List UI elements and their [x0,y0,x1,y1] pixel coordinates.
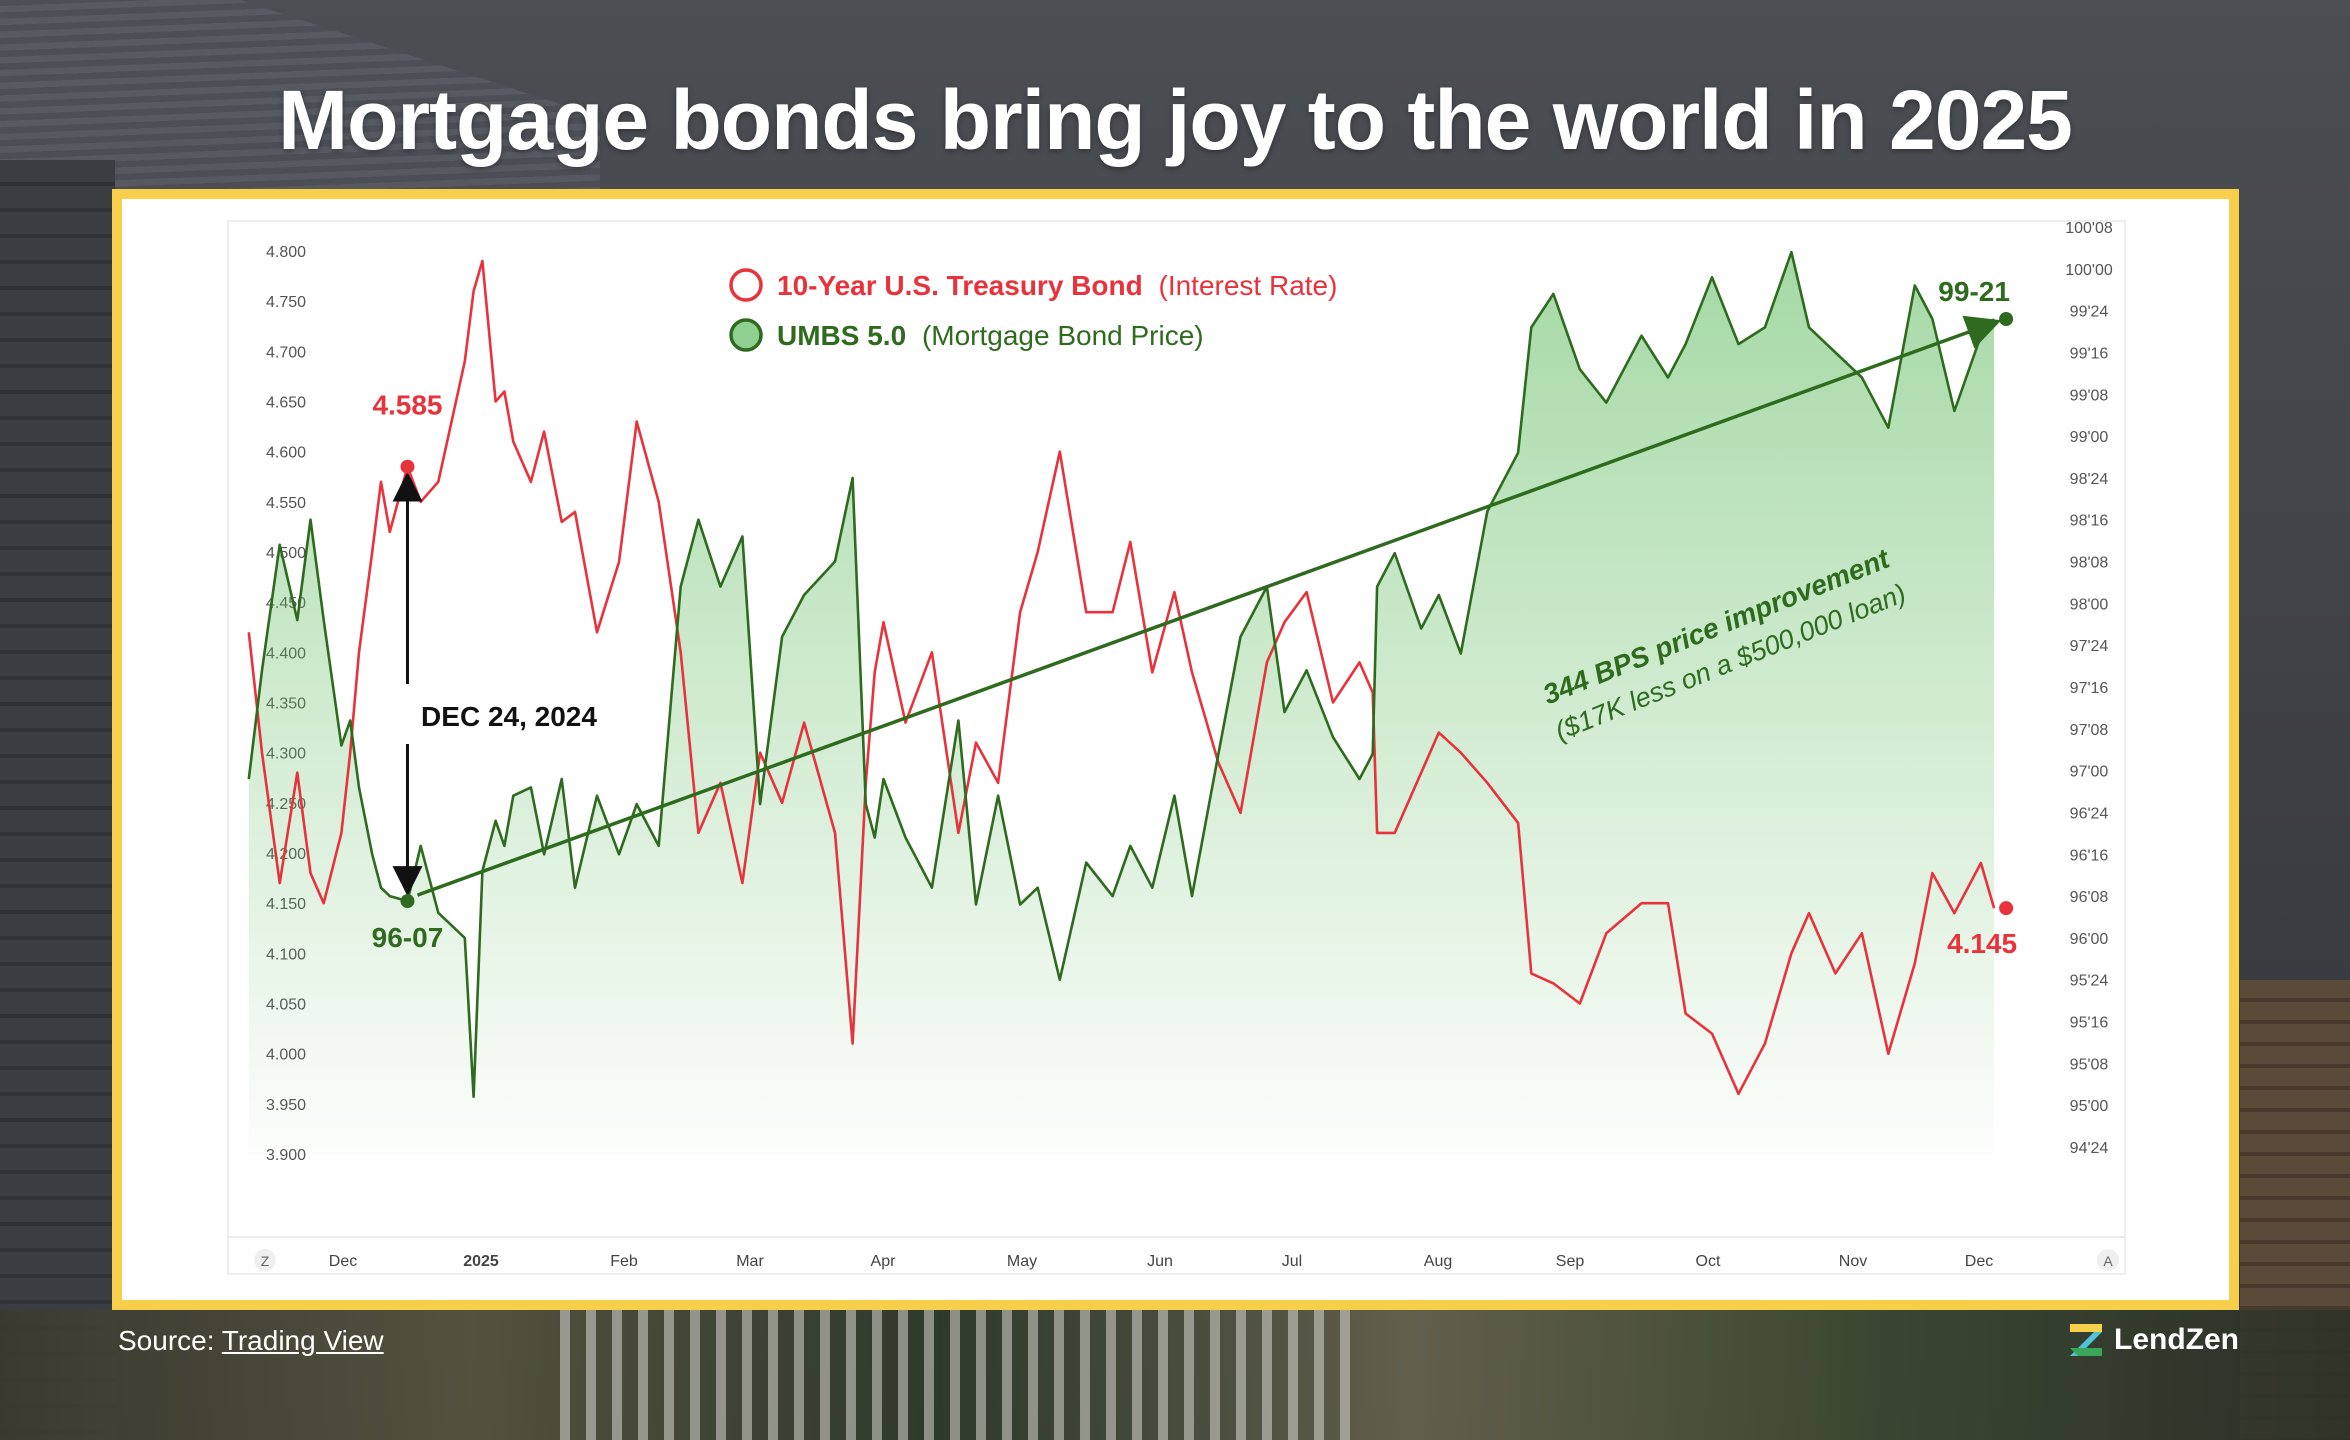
treasury-start-dot [400,459,415,474]
background-wall [0,160,115,1440]
x-tick-label: Dec [1965,1253,1993,1270]
legend-treasury-sub: (Interest Rate) [1159,270,1338,301]
right-tick-label: 97'24 [2070,638,2109,655]
right-tick-label: 98'00 [2070,596,2109,613]
umbs-area [248,252,1995,1155]
x-tick-label: May [1007,1253,1037,1270]
right-tick-label: 94'24 [2070,1140,2109,1157]
page-title: Mortgage bonds bring joy to the world in… [278,73,2073,167]
umbs-end-dot [1999,312,2014,326]
x-tick-label: Oct [1696,1253,1721,1270]
right-tick-label: 96'24 [2070,805,2109,822]
right-axis: 100'08 100'00 99'24 99'16 99'08 99'00 98'24 98'… [2065,220,2113,1157]
brand-logo: LendZen [2068,1322,2239,1358]
right-tick-label: 95'08 [2070,1056,2109,1073]
umbs-start-label: 96-07 [372,922,444,953]
x-tick-label: Dec [329,1253,357,1270]
source-credit: Source: Trading View [118,1325,384,1357]
legend-umbs-marker [729,318,763,352]
right-tick-label: 99'00 [2070,429,2109,446]
right-tick-label: 99'24 [2070,304,2109,321]
background-fence [560,1310,1360,1440]
x-tick-label: Jun [1147,1253,1173,1270]
x-tick-label: Nov [1839,1253,1867,1270]
right-tick-label: 95'00 [2070,1098,2109,1115]
right-tick-label: 99'16 [2070,345,2109,362]
treasury-end-dot [1999,901,2014,916]
right-tick-label: 100'00 [2065,262,2113,279]
legend-umbs-sub: (Mortgage Bond Price) [922,320,1204,351]
left-tick-label: 4.600 [266,445,306,462]
right-tick-label: 96'00 [2070,931,2109,948]
trend-arrow [416,315,2002,897]
left-tick-label: 4.550 [266,495,306,512]
brand-name: LendZen [2114,1323,2239,1356]
x-corner-badge [2097,1249,2119,1271]
x-tick-label: Aug [1424,1253,1452,1270]
x-corner-label: A [2103,1253,2113,1269]
right-tick-label: 100'08 [2065,220,2113,237]
x-corner-label: Z [261,1253,270,1269]
x-tick-label: Jul [1282,1253,1302,1270]
chart: 4.8004.7504.7004.6504.6004.5504.5004.450… [227,220,2126,1275]
right-tick-label: 98'08 [2070,555,2109,572]
right-tick-label: 97'16 [2070,680,2109,697]
left-tick-label: 4.500 [266,545,306,562]
x-tick-label: Feb [610,1253,638,1270]
plot-border [227,220,2126,1275]
x-tick-label: 2025 [463,1253,499,1270]
left-tick-label: 4.700 [266,344,306,361]
left-tick-label: 4.800 [266,244,306,261]
right-tick-label: 96'16 [2070,847,2109,864]
x-tick-label: Apr [871,1253,897,1270]
umbs-end-label: 99-21 [1938,276,2010,307]
left-tick-label: 4.650 [266,395,306,412]
legend-umbs: UMBS 5.0 (Mortgage Bond Price) [777,320,1204,351]
chart-frame: 4.8004.7504.7004.6504.6004.5504.5004.450… [112,189,2239,1310]
legend-treasury-label: 10-Year U.S. Treasury Bond [777,270,1143,301]
umbs-line [247,250,1996,1099]
right-tick-label: 97'08 [2070,722,2109,739]
right-tick-label: 98'24 [2070,471,2109,488]
right-tick-label: 98'16 [2070,513,2109,530]
right-tick-label: 95'16 [2070,1015,2109,1032]
right-tick-label: 96'08 [2070,889,2109,906]
treasury-line [247,259,1996,1096]
treasury-end-label: 4.145 [1947,928,2017,959]
legend: 10-Year U.S. Treasury Bond (Interest Rat… [729,268,1337,352]
left-tick-label: 4.750 [266,294,306,311]
umbs-start-dot [400,894,415,909]
lendzen-logo-icon [2070,1324,2102,1356]
x-tick-label: Mar [736,1253,764,1270]
source-link[interactable]: Trading View [221,1325,384,1356]
legend-umbs-label: UMBS 5.0 [777,320,906,351]
x-tick-label: Sep [1556,1253,1585,1270]
legend-treasury: 10-Year U.S. Treasury Bond (Interest Rat… [777,270,1337,301]
x-axis: Dec 2025 Feb Mar Apr May Jun Jul Aug Sep Oct Nov Dec… [254,1249,2119,1271]
x-corner-badge [254,1249,276,1271]
date-label: DEC 24, 2024 [421,701,597,732]
right-tick-label: 95'24 [2070,973,2109,990]
source-label: Source: [118,1325,215,1356]
right-tick-label: 97'00 [2070,764,2109,781]
right-tick-label: 99'08 [2070,387,2109,404]
legend-treasury-marker [729,268,763,302]
treasury-start-label: 4.585 [372,390,442,421]
